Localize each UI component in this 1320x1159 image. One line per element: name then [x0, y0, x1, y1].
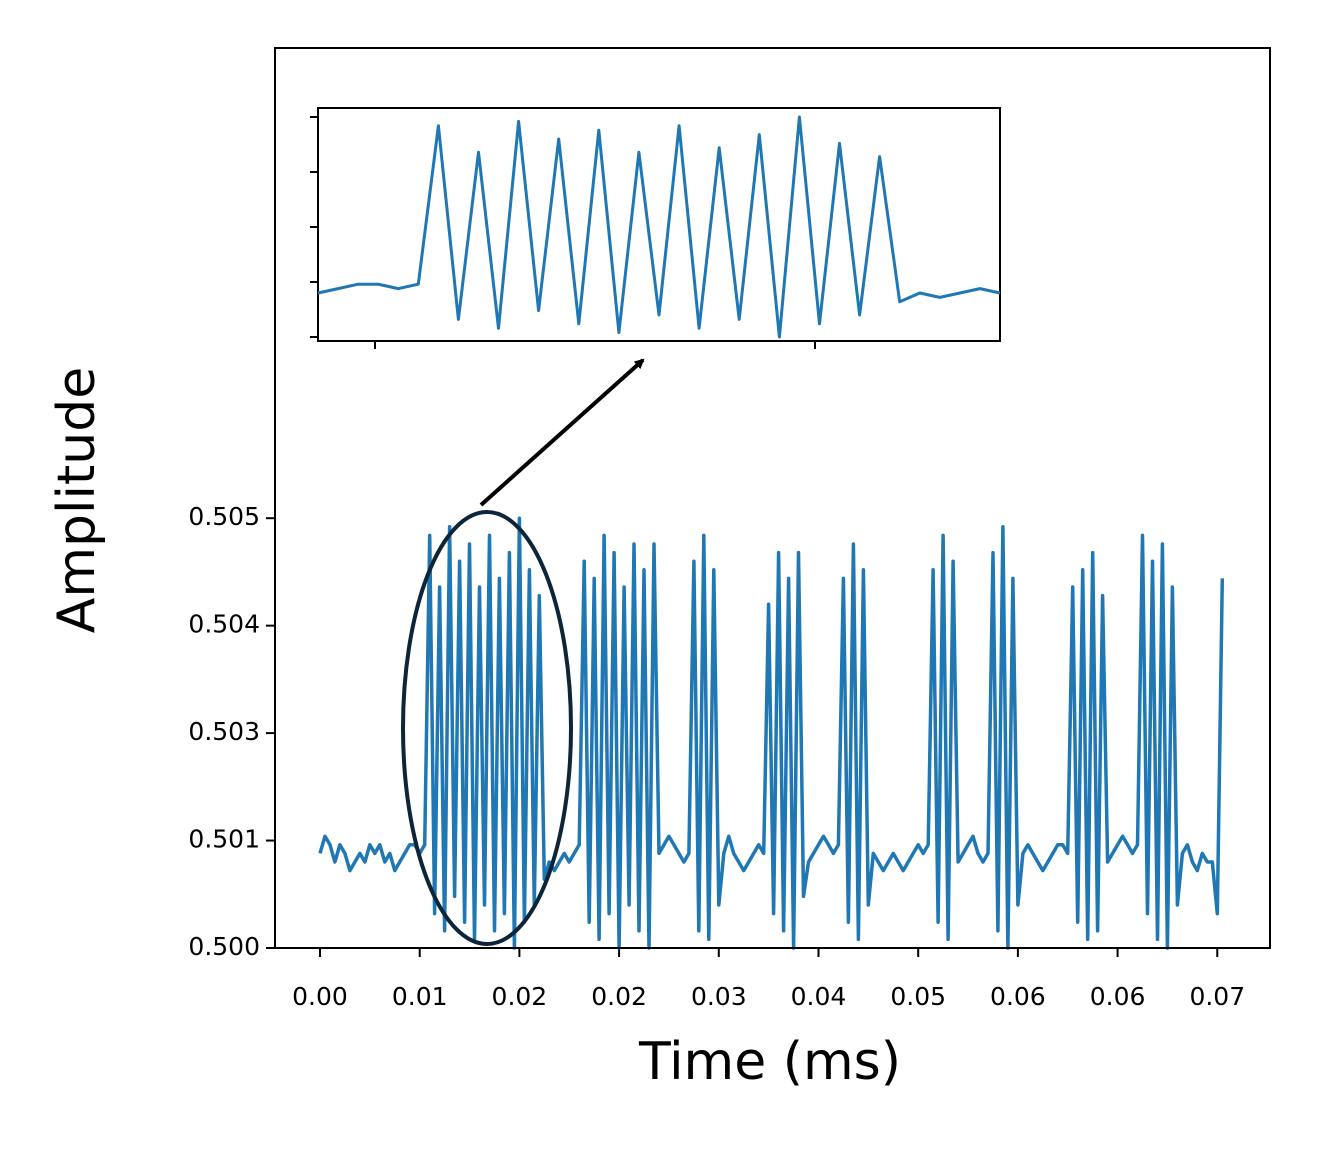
zoom-arrow	[479, 358, 645, 507]
plot-area: 0.00 0.01 0.02 0.02 0.03 0.04 0.05 0.06 0.06 0.07…	[188, 47, 1271, 1011]
x-tick-label: 0.02	[492, 982, 548, 1011]
inset-ticks	[310, 116, 816, 349]
x-tick-label: 0.01	[392, 982, 448, 1011]
plot-frame	[274, 47, 1271, 949]
inset-line	[317, 115, 1001, 339]
x-tick-label: 0.05	[890, 982, 946, 1011]
signal-line	[318, 516, 1225, 950]
x-tick-label: 0.06	[1090, 982, 1146, 1011]
inset	[310, 107, 1001, 349]
x-tick-label: 0.04	[791, 982, 847, 1011]
x-tick-label: 0.07	[1189, 982, 1245, 1011]
x-tick-label: 0.03	[691, 982, 747, 1011]
y-tick-label: 0.503	[188, 717, 260, 746]
x-axis-label: Time (ms)	[638, 1032, 901, 1092]
x-tick-label: 0.02	[591, 982, 647, 1011]
y-axis-label: Amplitude	[47, 367, 107, 633]
highlight-ellipse	[401, 510, 573, 946]
y-tick-label: 0.504	[188, 610, 260, 639]
y-tick-label: 0.505	[188, 502, 260, 531]
x-tick-label: 0.06	[990, 982, 1046, 1011]
y-tick-label: 0.501	[188, 825, 260, 854]
y-tick-label: 0.500	[188, 932, 260, 961]
x-tick-label: 0.00	[292, 982, 348, 1011]
